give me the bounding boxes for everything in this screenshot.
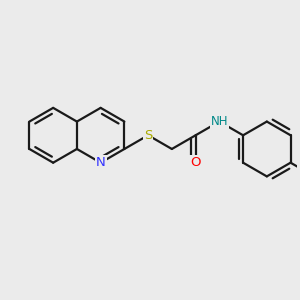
Text: O: O [190,156,201,169]
Text: S: S [144,129,152,142]
Text: NH: NH [211,115,228,128]
Text: N: N [96,156,106,169]
